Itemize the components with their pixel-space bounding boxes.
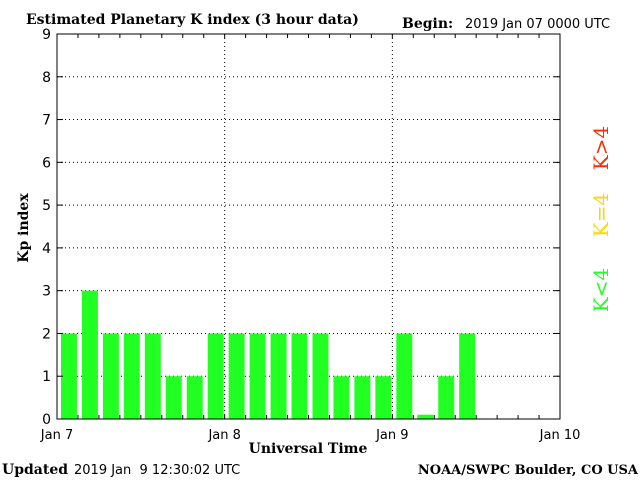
y-tick-label: 3 [42, 284, 51, 300]
plot-frame [56, 33, 561, 420]
kp-bar [270, 333, 287, 419]
x-tick-label: Jan 7 [40, 428, 73, 443]
x-tick-label: Jan 8 [207, 428, 240, 443]
updated-label: Updated [2, 462, 68, 478]
bar-series [61, 290, 476, 419]
y-tick-label: 1 [42, 369, 51, 385]
y-tick-label: 0 [42, 412, 51, 428]
kp-bar [396, 333, 413, 419]
grid-lines [57, 34, 560, 419]
kp-bar [312, 333, 329, 419]
kp-bar [81, 290, 98, 419]
y-tick-label: 2 [42, 326, 51, 342]
kp-bar [417, 414, 434, 419]
kp-bar [144, 333, 161, 419]
kp-bar [207, 333, 224, 419]
kp-bar [459, 333, 476, 419]
kp-bar [165, 376, 182, 419]
kp-bar [354, 376, 371, 419]
credit-text: NOAA/SWPC Boulder, CO USA [418, 463, 639, 478]
y-tick-label: 6 [42, 155, 51, 171]
legend-high: K>4 [589, 126, 613, 170]
y-tick-label: 9 [42, 27, 51, 43]
y-tick-labels: 0 1 2 3 4 5 6 7 8 9 [42, 27, 51, 428]
legend-equal: K=4 [589, 193, 613, 237]
x-axis-label: Universal Time [249, 441, 368, 457]
y-tick-label: 8 [42, 70, 51, 86]
x-tick-label: Jan 10 [539, 428, 581, 443]
kp-bar [249, 333, 266, 419]
kp-bar [61, 333, 77, 419]
kp-bar [186, 376, 203, 419]
kp-bar [333, 376, 350, 419]
updated-value: 2019 Jan 9 12:30:02 UTC [74, 463, 240, 478]
y-axis-label: Kp index [16, 193, 32, 263]
plot-border [56, 33, 561, 420]
kp-bar [228, 333, 245, 419]
kp-bar [375, 376, 392, 419]
kp-bar [102, 333, 119, 419]
legend-low: K<4 [589, 268, 613, 312]
x-tick-label: Jan 9 [375, 428, 408, 443]
x-tick-labels: Jan 7 Jan 8 Jan 9 Jan 10 [40, 428, 581, 443]
kp-bar [291, 333, 308, 419]
y-tick-label: 7 [42, 113, 51, 129]
kp-bar [438, 376, 455, 419]
chart-title: Estimated Planetary K index (3 hour data… [26, 12, 359, 28]
begin-value: 2019 Jan 07 0000 UTC [465, 17, 610, 32]
y-tick-label: 4 [42, 241, 51, 257]
begin-label: Begin: [402, 16, 453, 32]
y-tick-label: 5 [42, 198, 51, 214]
kp-bar [123, 333, 140, 419]
